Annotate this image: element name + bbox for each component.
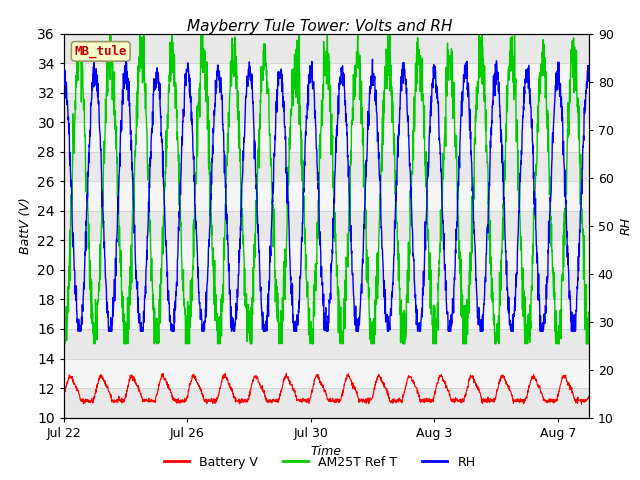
Bar	[64, 34, 589, 63]
Bar	[64, 93, 589, 122]
Bar	[64, 122, 589, 152]
Text: MB_tule: MB_tule	[74, 45, 127, 58]
Bar	[64, 388, 589, 418]
Y-axis label: BattV (V): BattV (V)	[19, 197, 31, 254]
Bar	[64, 63, 589, 93]
Legend: Battery V, AM25T Ref T, RH: Battery V, AM25T Ref T, RH	[159, 451, 481, 474]
Bar	[64, 359, 589, 388]
Bar	[64, 240, 589, 270]
Bar	[64, 329, 589, 359]
Y-axis label: RH: RH	[620, 216, 632, 235]
Text: Mayberry Tule Tower: Volts and RH: Mayberry Tule Tower: Volts and RH	[188, 19, 452, 34]
Bar	[64, 300, 589, 329]
X-axis label: Time: Time	[311, 445, 342, 458]
Bar	[64, 181, 589, 211]
Bar	[64, 152, 589, 181]
Bar	[64, 270, 589, 300]
Bar	[64, 211, 589, 240]
